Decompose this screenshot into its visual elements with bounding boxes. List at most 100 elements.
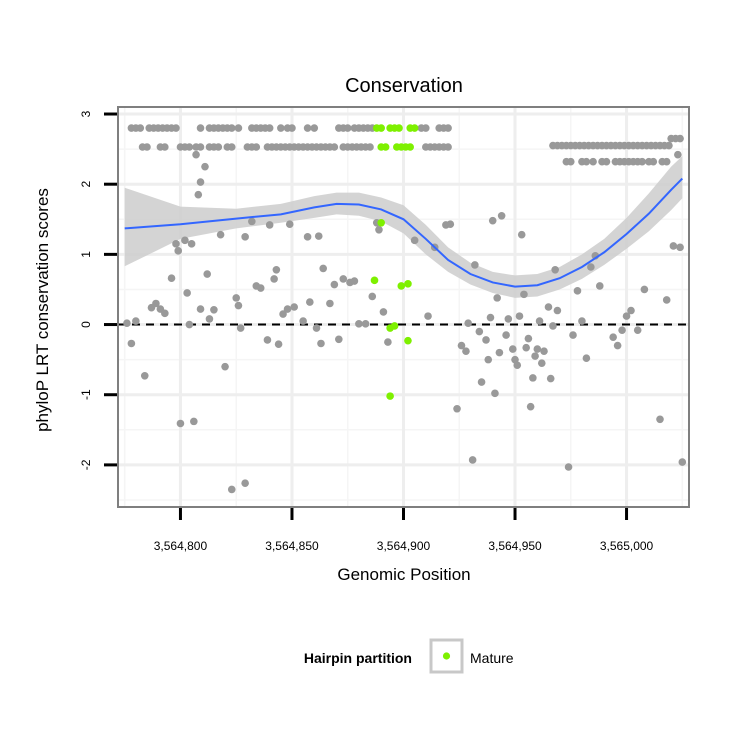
- mature-point: [377, 124, 385, 132]
- chart-title: Conservation: [345, 75, 463, 97]
- point: [609, 333, 617, 341]
- point: [493, 294, 501, 302]
- point: [553, 306, 562, 315]
- point: [520, 290, 528, 299]
- point: [232, 294, 241, 302]
- point: [366, 143, 374, 151]
- point: [544, 303, 553, 311]
- point: [517, 230, 526, 239]
- point: [524, 334, 533, 343]
- point: [310, 124, 319, 132]
- point: [256, 284, 265, 292]
- point: [277, 124, 285, 132]
- point: [236, 324, 245, 332]
- mature-point: [377, 218, 385, 227]
- point: [132, 317, 140, 325]
- point: [330, 280, 339, 289]
- mature-point: [404, 280, 412, 288]
- legend: Hairpin partition Mature: [304, 638, 514, 674]
- y-tick-label: 0: [79, 321, 93, 328]
- point: [502, 331, 510, 339]
- point: [279, 310, 287, 318]
- y-tick-label: 2: [79, 181, 93, 188]
- confidence-band-area: [124, 156, 683, 298]
- point: [312, 324, 321, 332]
- mature-point: [404, 336, 412, 345]
- point: [252, 143, 261, 151]
- point: [368, 292, 377, 301]
- point: [326, 299, 334, 308]
- point: [140, 371, 149, 380]
- point: [589, 157, 597, 166]
- point: [573, 287, 582, 295]
- point: [227, 124, 236, 132]
- point: [587, 263, 595, 271]
- point: [564, 463, 573, 471]
- mature-point: [386, 392, 394, 400]
- point: [531, 352, 539, 360]
- point: [551, 266, 559, 274]
- point: [578, 317, 586, 325]
- mature-point: [397, 282, 406, 290]
- point: [172, 240, 180, 248]
- point: [185, 143, 194, 151]
- point: [288, 124, 296, 132]
- point: [201, 162, 209, 171]
- point: [491, 389, 499, 398]
- point: [196, 143, 205, 151]
- point: [453, 404, 461, 413]
- point: [330, 143, 339, 151]
- x-tick-label: 3,565,000: [600, 539, 654, 553]
- point: [444, 143, 452, 151]
- point: [549, 322, 557, 330]
- point: [513, 361, 522, 370]
- point: [248, 217, 256, 226]
- point: [194, 190, 203, 199]
- point: [468, 456, 477, 464]
- point: [633, 326, 642, 334]
- point: [529, 374, 537, 382]
- point: [192, 150, 200, 159]
- point: [272, 266, 281, 274]
- x-tick-label: 3,564,900: [377, 539, 431, 553]
- y-tick-label: -1: [79, 389, 93, 400]
- plot-frame: [117, 106, 690, 508]
- point: [350, 277, 359, 285]
- point: [475, 327, 484, 336]
- point: [303, 233, 312, 241]
- point: [263, 336, 272, 344]
- smooth-fit: [124, 177, 684, 288]
- point: [136, 124, 145, 132]
- point: [234, 124, 243, 132]
- point: [464, 319, 472, 327]
- legend-title: Hairpin partition: [304, 650, 412, 666]
- point: [265, 124, 274, 132]
- point: [270, 275, 278, 283]
- point: [335, 335, 343, 344]
- x-axis-label: Genomic Position: [337, 565, 470, 584]
- point: [283, 305, 292, 313]
- mature-point: [381, 143, 390, 151]
- point: [227, 143, 236, 151]
- point: [656, 415, 664, 424]
- point: [649, 157, 658, 166]
- point: [343, 124, 352, 132]
- point: [665, 141, 673, 150]
- point: [152, 299, 160, 308]
- point: [317, 339, 325, 348]
- point: [167, 274, 176, 283]
- point: [174, 247, 183, 255]
- point: [595, 282, 604, 290]
- point: [669, 242, 678, 250]
- point: [210, 306, 218, 314]
- point: [161, 309, 169, 318]
- confidence-band: [124, 156, 683, 298]
- x-tick-label: 3,564,950: [488, 539, 542, 553]
- point: [183, 289, 191, 297]
- point: [462, 347, 470, 356]
- point: [375, 226, 383, 234]
- point: [522, 343, 530, 352]
- mature-point: [390, 322, 399, 330]
- point: [424, 312, 432, 320]
- point: [127, 339, 136, 348]
